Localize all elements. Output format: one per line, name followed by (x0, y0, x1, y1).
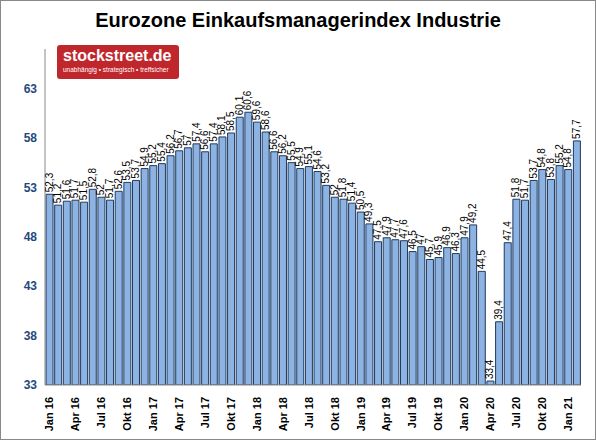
svg-text:46,3: 46,3 (449, 232, 461, 252)
svg-text:33,4: 33,4 (484, 359, 495, 379)
svg-text:Jan 20: Jan 20 (458, 397, 470, 431)
svg-text:51,7: 51,7 (104, 178, 116, 199)
svg-text:52: 52 (95, 184, 107, 196)
svg-text:Jul 17: Jul 17 (199, 397, 211, 428)
svg-text:52,6: 52,6 (112, 169, 124, 190)
html-text:Eurozone Einkaufsmanagerindex: Eurozone Einkaufsmanagerindex Industrie (95, 9, 501, 31)
svg-text:60,1: 60,1 (233, 95, 245, 116)
svg-text:46,5: 46,5 (406, 230, 418, 250)
svg-text:43: 43 (24, 279, 38, 293)
svg-text:56,6: 56,6 (199, 130, 211, 150)
svg-text:53: 53 (24, 181, 38, 195)
svg-text:52,3: 52,3 (43, 172, 55, 193)
svg-text:53,7: 53,7 (130, 159, 141, 179)
svg-text:51,7: 51,7 (69, 178, 81, 199)
svg-text:49,3: 49,3 (363, 202, 374, 222)
svg-text:57,4: 57,4 (190, 122, 202, 142)
svg-text:53,8: 53,8 (545, 158, 556, 178)
svg-text:Okt 18: Okt 18 (329, 397, 341, 431)
svg-text:55,2: 55,2 (553, 144, 565, 164)
svg-text:Jul 16: Jul 16 (95, 397, 107, 428)
svg-text:55,1: 55,1 (302, 145, 314, 165)
svg-text:51,2: 51,2 (52, 183, 64, 204)
svg-text:60,6: 60,6 (242, 90, 254, 111)
svg-text:Okt 16: Okt 16 (121, 397, 133, 431)
svg-text:50,5: 50,5 (354, 190, 366, 211)
svg-text:54,9: 54,9 (294, 147, 306, 167)
svg-text:47: 47 (415, 233, 427, 245)
svg-text:55,2: 55,2 (147, 144, 159, 164)
svg-text:Okt 17: Okt 17 (225, 397, 237, 431)
svg-text:Jul 18: Jul 18 (303, 397, 315, 428)
svg-text:49,2: 49,2 (467, 203, 478, 223)
svg-text:51,5: 51,5 (78, 180, 90, 201)
svg-text:38: 38 (24, 329, 38, 343)
svg-text:58,1: 58,1 (216, 115, 228, 135)
svg-text:57,7: 57,7 (571, 119, 582, 139)
svg-text:58,6: 58,6 (260, 110, 271, 130)
svg-text:56,2: 56,2 (277, 134, 288, 154)
svg-text:51,7: 51,7 (519, 178, 530, 198)
svg-text:51,8: 51,8 (337, 177, 349, 198)
svg-text:52,8: 52,8 (86, 167, 98, 188)
html-text:unabhängig • strategisch • tre: unabhängig • strategisch • treffsicher (63, 66, 169, 73)
html-text:stockstreet.de: stockstreet.de (63, 47, 172, 64)
svg-text:Apr 18: Apr 18 (277, 397, 289, 431)
svg-text:56,2: 56,2 (164, 134, 176, 154)
svg-text:Jan 17: Jan 17 (147, 397, 159, 431)
svg-text:55,4: 55,4 (155, 142, 167, 162)
svg-text:33: 33 (24, 378, 38, 392)
svg-text:48: 48 (24, 230, 38, 244)
svg-text:53,7: 53,7 (527, 159, 539, 179)
svg-text:46,9: 46,9 (441, 226, 453, 246)
svg-text:54,9: 54,9 (138, 147, 150, 167)
svg-text:57,4: 57,4 (207, 122, 219, 142)
svg-text:58: 58 (24, 131, 38, 145)
svg-text:Jul 19: Jul 19 (406, 397, 418, 428)
svg-text:47,6: 47,6 (398, 219, 409, 239)
svg-text:54,8: 54,8 (536, 148, 548, 168)
svg-text:Jan 19: Jan 19 (355, 397, 367, 431)
svg-text:47,5: 47,5 (372, 220, 384, 240)
svg-text:51,6: 51,6 (60, 179, 72, 200)
svg-text:53,5: 53,5 (121, 160, 133, 181)
svg-text:51,4: 51,4 (346, 181, 358, 202)
svg-text:56,6: 56,6 (268, 130, 280, 150)
svg-text:53,2: 53,2 (320, 163, 331, 183)
svg-text:Jul 20: Jul 20 (510, 397, 522, 428)
svg-text:Jan 18: Jan 18 (251, 397, 263, 431)
svg-text:Jan 21: Jan 21 (562, 397, 574, 431)
svg-text:57: 57 (181, 134, 193, 146)
svg-text:58,5: 58,5 (225, 111, 237, 131)
svg-text:Apr 17: Apr 17 (173, 397, 185, 431)
svg-text:Apr 20: Apr 20 (484, 397, 496, 431)
svg-text:59,6: 59,6 (251, 100, 262, 121)
svg-text:47,9: 47,9 (380, 216, 392, 236)
svg-text:47,9: 47,9 (458, 216, 470, 236)
svg-text:44,5: 44,5 (476, 249, 487, 269)
svg-text:Apr 19: Apr 19 (380, 397, 392, 431)
svg-text:Okt 20: Okt 20 (536, 397, 548, 431)
svg-text:Okt 19: Okt 19 (432, 397, 444, 431)
svg-text:54,6: 54,6 (311, 150, 323, 170)
svg-text:52: 52 (328, 184, 340, 196)
svg-text:47,4: 47,4 (502, 221, 513, 241)
svg-text:55,5: 55,5 (285, 141, 297, 161)
svg-text:54,8: 54,8 (562, 148, 573, 168)
svg-text:39,4: 39,4 (493, 300, 504, 320)
svg-text:47,7: 47,7 (389, 218, 401, 238)
svg-text:63: 63 (24, 82, 38, 96)
svg-text:Jan 16: Jan 16 (43, 397, 55, 431)
svg-text:56,7: 56,7 (173, 129, 185, 149)
svg-text:45,7: 45,7 (423, 238, 435, 258)
svg-text:51,8: 51,8 (510, 177, 522, 198)
svg-text:45,9: 45,9 (432, 236, 444, 256)
svg-text:Apr 16: Apr 16 (69, 397, 81, 431)
